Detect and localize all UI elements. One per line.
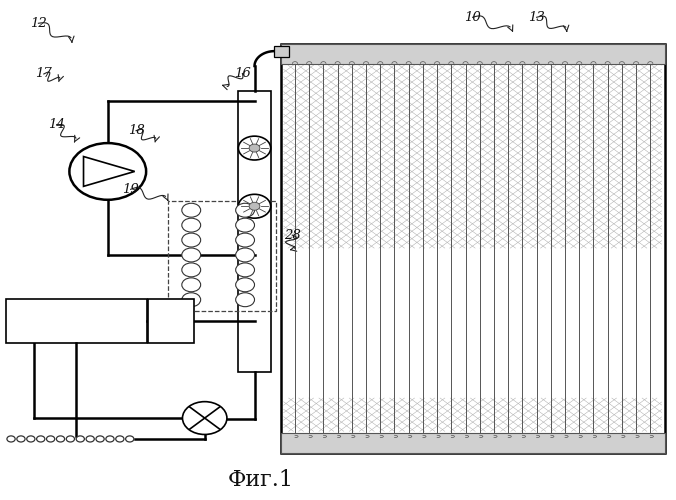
Circle shape [7, 436, 15, 442]
Circle shape [182, 233, 201, 247]
Bar [274, 46, 289, 56]
Bar [6, 298, 147, 344]
Circle shape [47, 436, 55, 442]
Text: 16: 16 [234, 67, 251, 80]
Circle shape [37, 436, 45, 442]
Text: 14: 14 [48, 118, 65, 131]
Circle shape [76, 436, 84, 442]
Bar [281, 433, 665, 453]
Circle shape [106, 436, 114, 442]
Bar [281, 44, 665, 453]
Circle shape [96, 436, 104, 442]
Circle shape [182, 204, 201, 217]
Circle shape [86, 436, 94, 442]
Bar [239, 91, 270, 372]
Text: 17: 17 [35, 68, 52, 80]
Circle shape [236, 233, 255, 247]
Text: 18: 18 [128, 124, 145, 137]
Circle shape [249, 144, 260, 152]
Circle shape [17, 436, 25, 442]
Text: 12: 12 [30, 17, 47, 30]
Bar [168, 202, 276, 310]
Polygon shape [84, 156, 135, 186]
Circle shape [116, 436, 124, 442]
Circle shape [126, 436, 134, 442]
Circle shape [182, 218, 201, 232]
Circle shape [236, 218, 255, 232]
Text: 19: 19 [122, 183, 139, 196]
Text: 28: 28 [284, 228, 301, 241]
Circle shape [183, 402, 227, 434]
Circle shape [249, 202, 260, 210]
Circle shape [182, 293, 201, 306]
Bar [281, 44, 665, 64]
Circle shape [236, 293, 255, 306]
Circle shape [182, 263, 201, 277]
Text: Фиг.1: Фиг.1 [228, 468, 293, 490]
Circle shape [27, 436, 35, 442]
Circle shape [236, 248, 255, 262]
Circle shape [70, 143, 146, 200]
Circle shape [236, 263, 255, 277]
Circle shape [239, 136, 270, 160]
Circle shape [66, 436, 74, 442]
Circle shape [182, 278, 201, 292]
Text: 10: 10 [464, 11, 481, 24]
Bar [148, 298, 194, 344]
Circle shape [56, 436, 65, 442]
Text: 13: 13 [528, 11, 545, 24]
Circle shape [236, 278, 255, 292]
Circle shape [182, 248, 201, 262]
Circle shape [236, 204, 255, 217]
Circle shape [239, 194, 270, 218]
